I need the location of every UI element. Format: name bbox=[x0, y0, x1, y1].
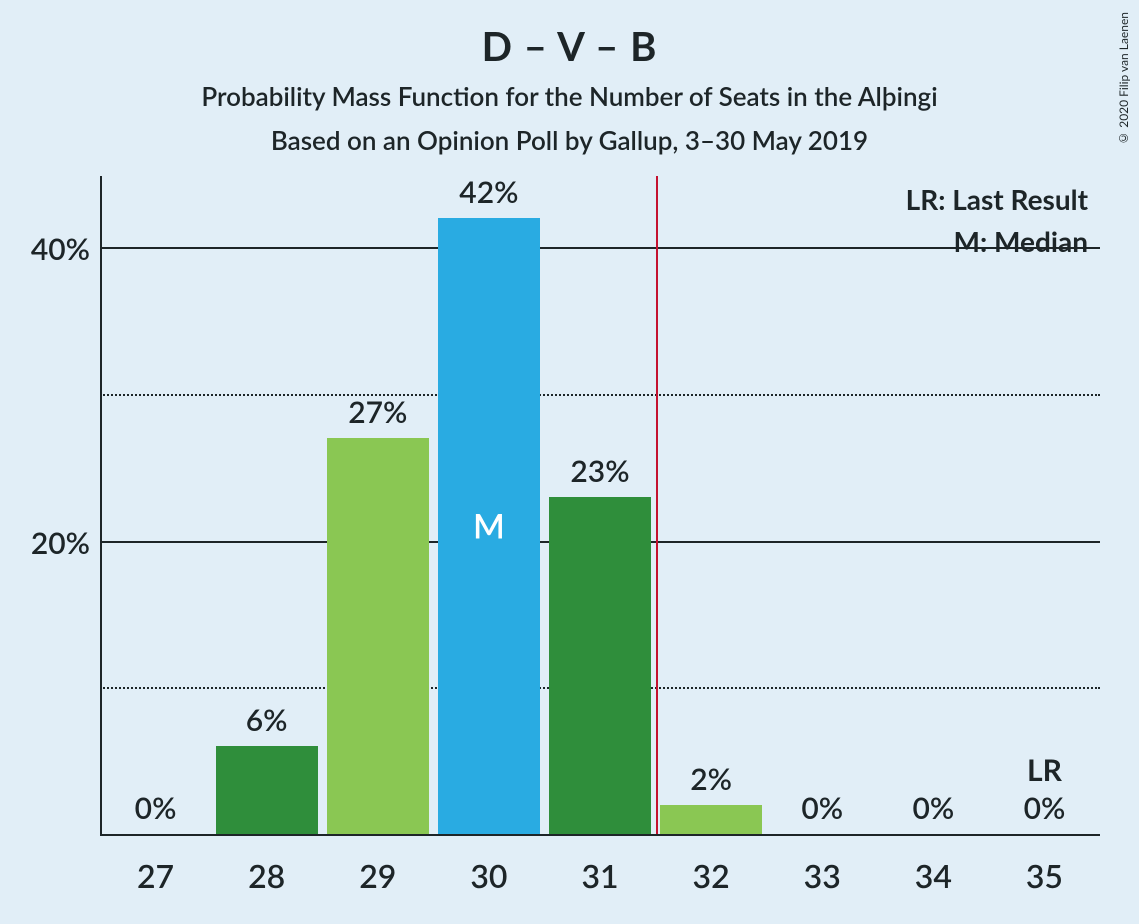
y-axis bbox=[100, 176, 102, 836]
bar: 6% bbox=[216, 746, 318, 834]
x-tick-label: 32 bbox=[656, 836, 767, 895]
bar-value-label: 42% bbox=[438, 174, 540, 218]
bar-value-label: 0% bbox=[771, 790, 873, 834]
chart-subtitle-2: Based on an Opinion Poll by Gallup, 3–30… bbox=[0, 124, 1139, 156]
x-tick-label: 31 bbox=[545, 836, 656, 895]
chart-container: D – V – B Probability Mass Function for … bbox=[0, 0, 1139, 924]
bar-value-label: 23% bbox=[549, 453, 651, 497]
bar-median-marker: M bbox=[438, 506, 540, 547]
legend-m: M: Median bbox=[954, 224, 1088, 258]
x-tick-label: 34 bbox=[878, 836, 989, 895]
x-tick-label: 29 bbox=[322, 836, 433, 895]
majority-line bbox=[656, 176, 658, 834]
x-tick-label: 33 bbox=[767, 836, 878, 895]
grid-major bbox=[100, 247, 1100, 249]
legend-lr: LR: Last Result bbox=[906, 182, 1088, 216]
bar-value-label: 0% bbox=[882, 790, 984, 834]
plot-area: LR: Last Result M: Median 20%40%27282930… bbox=[100, 176, 1100, 836]
bar-value-label: 6% bbox=[216, 702, 318, 746]
grid-minor bbox=[100, 394, 1100, 396]
bar: 27% bbox=[327, 438, 429, 834]
chart-title: D – V – B bbox=[0, 22, 1139, 70]
x-tick-label: 30 bbox=[433, 836, 544, 895]
bar: 2% bbox=[660, 805, 762, 834]
x-tick-label: 35 bbox=[989, 836, 1100, 895]
chart-subtitle-1: Probability Mass Function for the Number… bbox=[0, 80, 1139, 112]
bar-lr-marker: LR bbox=[993, 752, 1095, 834]
bar-value-label: 27% bbox=[327, 394, 429, 438]
x-tick-label: 28 bbox=[211, 836, 322, 895]
y-tick-label: 40% bbox=[0, 231, 90, 267]
bar-value-label: 0% bbox=[104, 790, 206, 834]
bar: 23% bbox=[549, 497, 651, 834]
copyright-text: © 2020 Filip van Laenen bbox=[1116, 12, 1131, 146]
y-tick-label: 20% bbox=[0, 525, 90, 561]
bar-value-label: 2% bbox=[660, 761, 762, 805]
bar: 42%M bbox=[438, 218, 540, 834]
x-tick-label: 27 bbox=[100, 836, 211, 895]
